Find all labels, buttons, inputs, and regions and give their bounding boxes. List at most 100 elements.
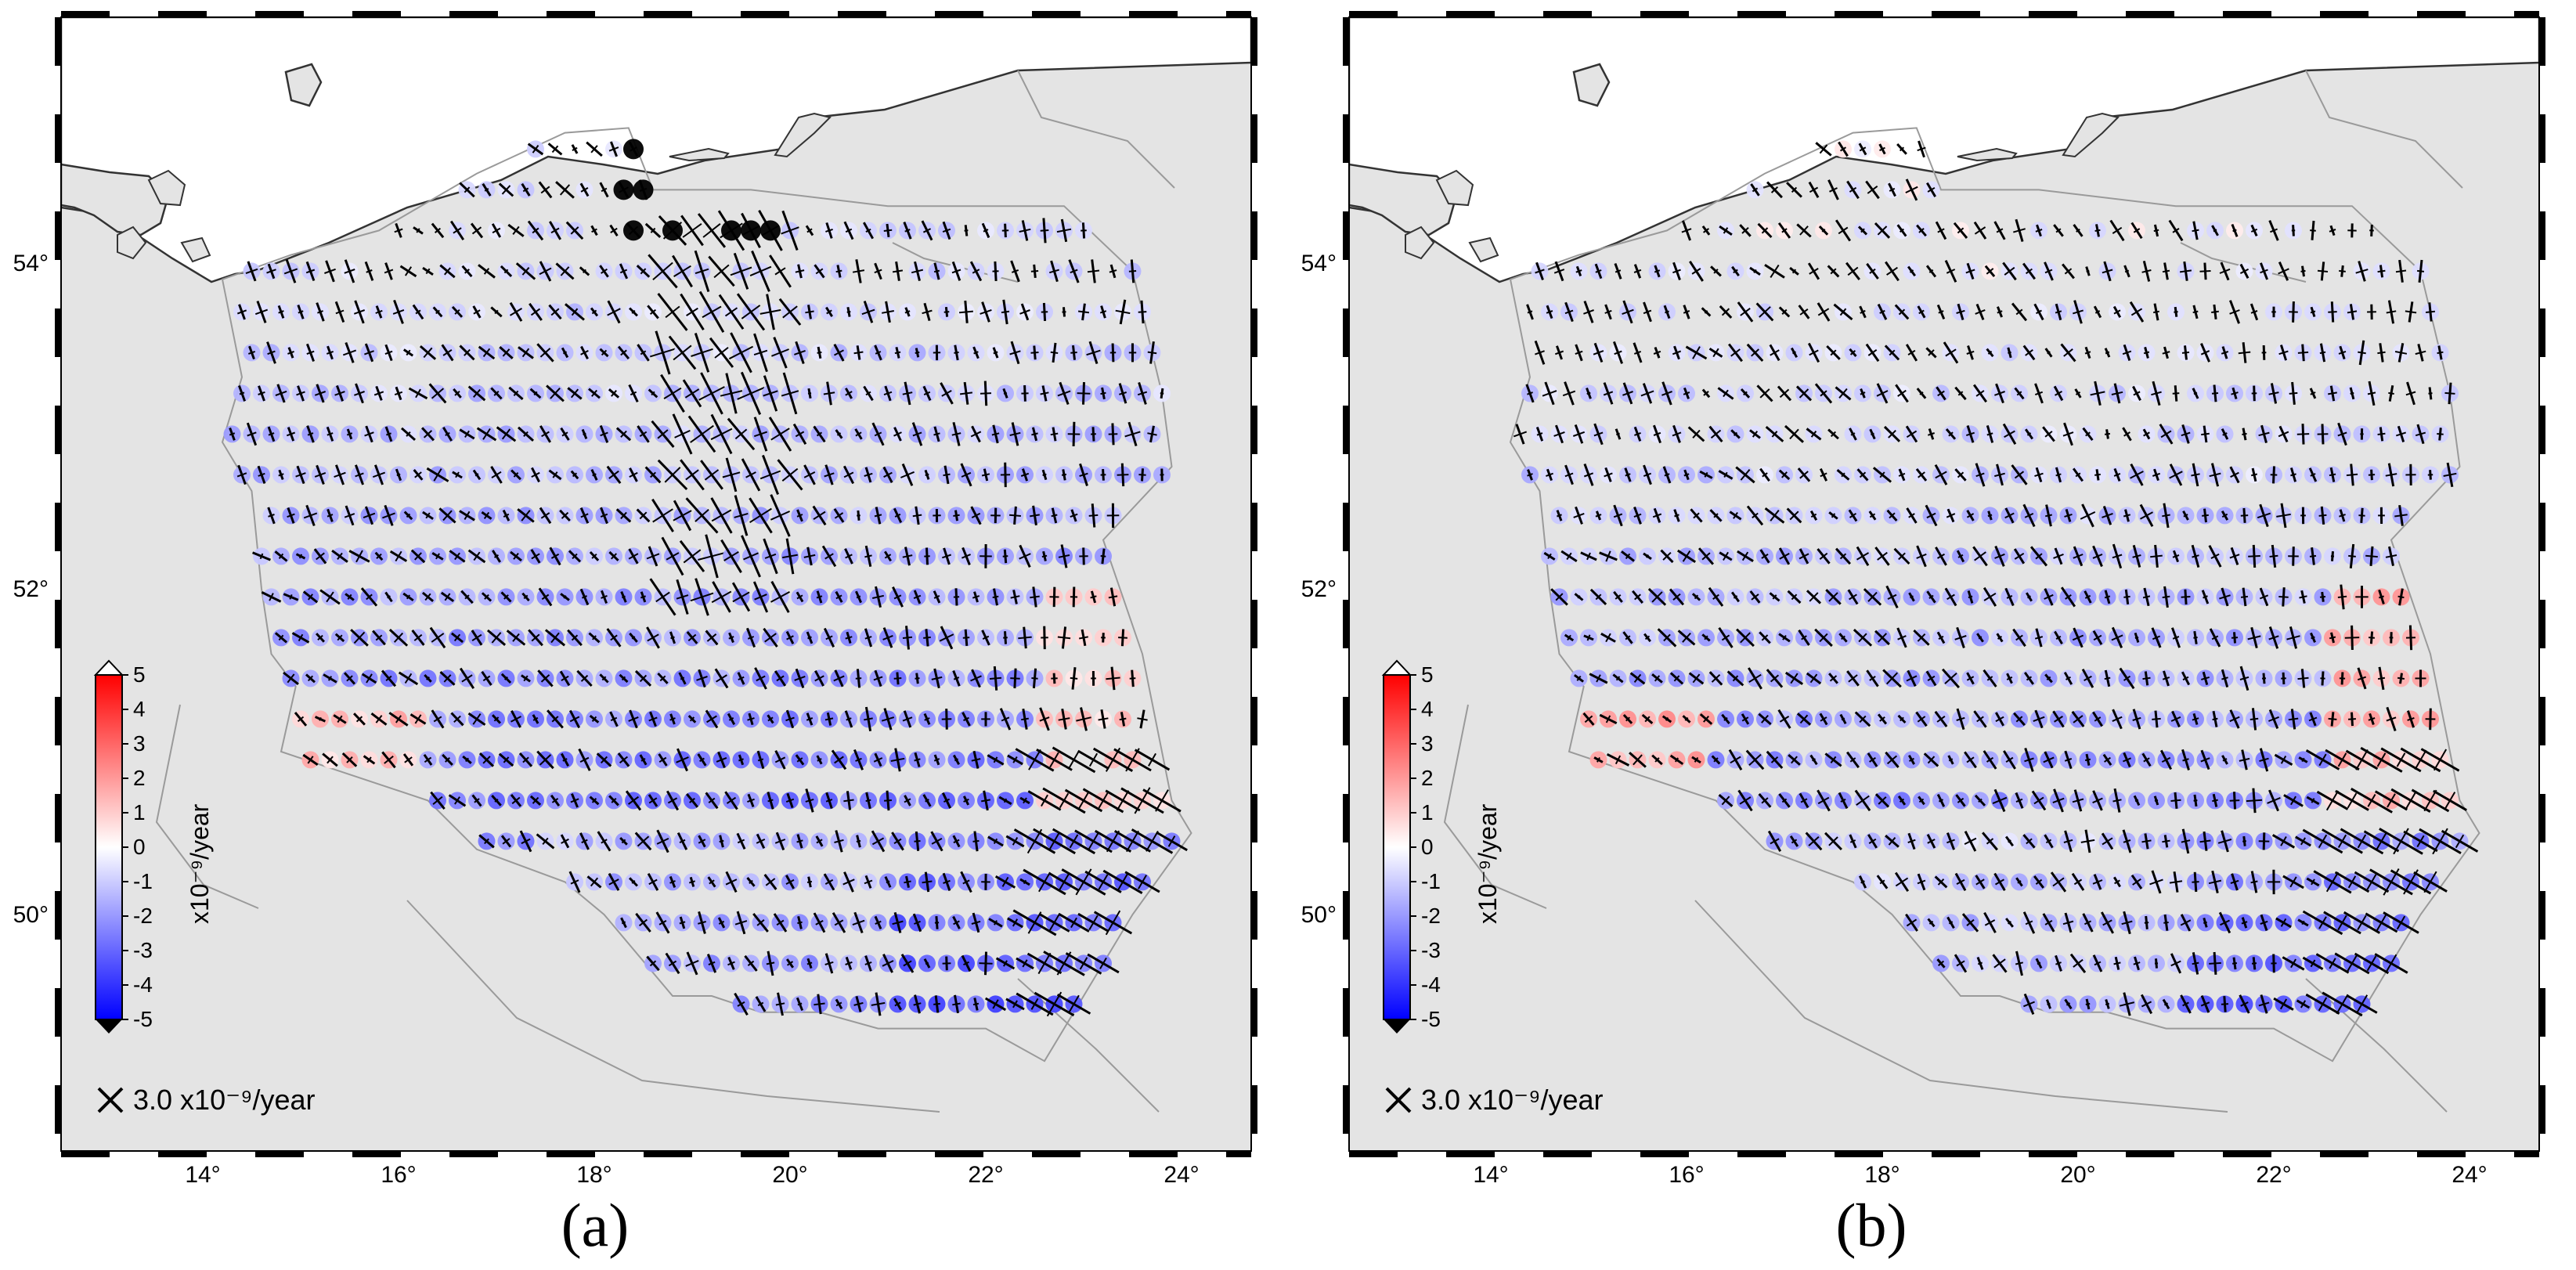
strain-axis — [2437, 433, 2444, 435]
strain-axis — [2247, 635, 2261, 640]
strain-axis — [796, 514, 803, 518]
strain-axis — [639, 674, 648, 683]
strain-axis — [1828, 836, 1838, 846]
strain-axis — [1869, 513, 1876, 518]
strain-axis — [2073, 958, 2084, 968]
strain-axis — [1978, 798, 1983, 803]
strain-axis — [2211, 635, 2219, 640]
strain-axis — [1701, 552, 1711, 561]
strain-axis — [1761, 634, 1769, 641]
strain-axis — [2309, 554, 2317, 557]
strain-axis — [2267, 796, 2281, 804]
strain-axis — [1682, 632, 1691, 643]
strain-axis — [2094, 716, 2102, 722]
strain-axis — [911, 269, 924, 274]
strain-axis — [2366, 874, 2377, 890]
frame-bar — [2320, 1151, 2369, 1157]
vistula-spit — [2062, 112, 2120, 158]
strain-axis — [1907, 349, 1916, 355]
strain-axis — [1799, 388, 1809, 399]
strain-axis — [2444, 391, 2455, 395]
strain-axis — [834, 756, 844, 764]
strain-axis — [864, 961, 872, 965]
strain-axis — [1743, 391, 1748, 396]
strain-axis — [491, 471, 502, 478]
strain-axis — [384, 350, 393, 355]
strain-axis — [794, 675, 806, 681]
strain-axis — [1019, 228, 1031, 233]
strain-axis — [2013, 228, 2026, 233]
strain-axis — [283, 268, 298, 275]
strain-axis — [572, 146, 578, 151]
strain-axis — [2062, 431, 2074, 437]
strain-axis — [2346, 473, 2358, 477]
strain-axis — [364, 431, 374, 437]
strain-axis — [2122, 350, 2132, 355]
hel-peninsula — [1957, 147, 2018, 162]
legend-scale-text: 3.0 x10⁻⁹/year — [133, 1084, 316, 1116]
strain-axis — [1118, 637, 1127, 639]
strain-axis — [670, 636, 675, 640]
strain-axis — [2259, 757, 2269, 763]
strain-axis — [824, 961, 834, 965]
strain-axis — [734, 512, 749, 518]
strain-axis — [1886, 266, 1898, 276]
frame-bar — [1251, 211, 1257, 260]
frame-bar — [1251, 600, 1257, 648]
strain-axis — [326, 350, 334, 355]
strain-axis — [1730, 756, 1741, 764]
strain-axis — [2407, 716, 2415, 721]
strain-axis — [2047, 1002, 2051, 1006]
strain-axis — [2455, 834, 2465, 849]
strain-axis — [2300, 1000, 2307, 1008]
strain-axis — [1031, 432, 1038, 436]
strain-axis — [327, 432, 334, 436]
strain-axis — [1069, 834, 1079, 849]
strain-axis — [2193, 799, 2198, 802]
strain-axis — [561, 838, 569, 844]
strain-axis — [2053, 553, 2064, 559]
strain-axis — [2268, 391, 2279, 395]
strain-axis — [1907, 839, 1916, 844]
strain-axis — [453, 715, 461, 723]
strain-axis — [664, 467, 681, 483]
strain-axis — [2311, 879, 2315, 886]
strain-axis — [852, 269, 865, 273]
lon-tick-label: 18° — [576, 1162, 612, 1188]
strain-axis — [902, 636, 913, 639]
strain-axis — [961, 554, 971, 559]
strain-axis — [1721, 796, 1730, 806]
strain-axis — [298, 554, 303, 559]
strain-axis — [2017, 880, 2022, 884]
strain-axis — [875, 351, 882, 355]
frame-bar — [255, 11, 304, 17]
strain-axis — [749, 265, 772, 277]
strain-axis — [1009, 431, 1021, 436]
strain-axis — [2104, 756, 2111, 763]
strain-axis — [749, 507, 772, 524]
strain-field — [1513, 140, 2479, 1017]
strain-axis — [355, 472, 364, 478]
frame-bar — [1349, 11, 1398, 17]
strain-axis — [1871, 432, 1874, 436]
legend-scale-text: 3.0 x10⁻⁹/year — [1421, 1084, 1604, 1116]
strain-axis — [317, 634, 323, 640]
strain-axis — [1938, 635, 1944, 640]
lat-tick-label: 50° — [13, 902, 49, 928]
lon-tick-label: 14° — [1473, 1162, 1508, 1188]
strain-axis — [1879, 146, 1885, 152]
strain-axis — [902, 391, 913, 395]
strain-axis — [796, 839, 803, 843]
strain-axis — [716, 674, 727, 683]
strain-axis — [1616, 432, 1620, 436]
danish-coast — [61, 163, 170, 236]
frame-bar — [2029, 11, 2077, 17]
strain-axis — [1966, 513, 1975, 518]
strain-axis — [601, 349, 608, 356]
strain-axis — [1879, 471, 1885, 478]
strain-axis — [728, 345, 754, 360]
strain-axis — [628, 716, 639, 722]
strain-axis — [1003, 798, 1008, 803]
strain-axis — [2396, 915, 2406, 930]
strain-axis — [608, 879, 619, 886]
